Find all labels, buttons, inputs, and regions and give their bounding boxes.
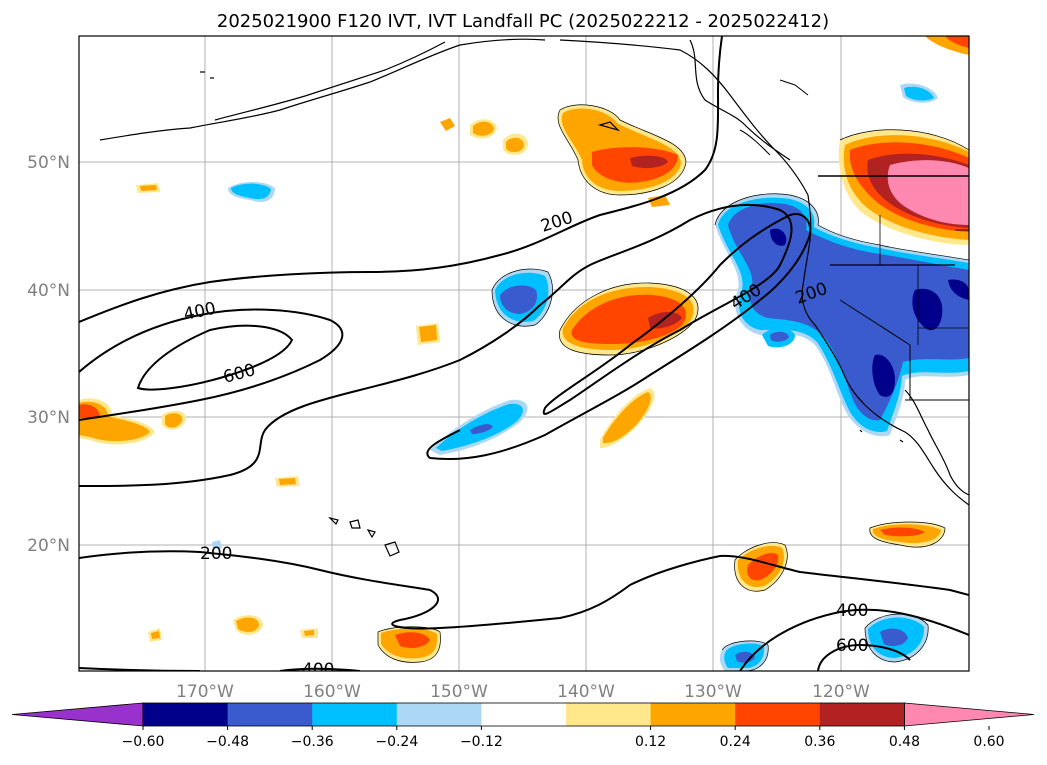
colorbar: −0.60 −0.48 −0.36 −0.24 −0.12 0.12 0.24 0.36 0.4… <box>11 702 1035 750</box>
lon-label-150w: 150°W <box>430 682 488 702</box>
pc-outlines <box>377 104 969 671</box>
negative-pc-regions <box>212 83 969 671</box>
colorbar-extend-min <box>11 702 144 727</box>
lat-label-40n: 40°N <box>27 281 70 301</box>
contour-label-400-southeast: 400 <box>836 601 868 621</box>
colorbar-tick-label: 0.12 <box>635 734 666 750</box>
figure-title: 2025021900 F120 IVT, IVT Landfall PC (20… <box>217 11 829 32</box>
colorbar-segment <box>566 703 652 726</box>
colorbar-tick-label: 0.24 <box>720 734 751 750</box>
colorbar-frame <box>142 702 905 727</box>
lat-label-30n: 30°N <box>27 408 70 428</box>
colorbar-tick-label: 0.48 <box>889 734 920 750</box>
colorbar-segment <box>735 703 821 726</box>
colorbar-tick-label: −0.60 <box>122 734 165 750</box>
ivt-contours <box>79 36 969 671</box>
longitude-labels: 170°W 160°W 150°W 140°W 130°W 120°W <box>176 682 870 702</box>
colorbar-segment <box>481 703 567 726</box>
colorbar-tick-label: 0.36 <box>804 734 835 750</box>
lon-label-120w: 120°W <box>812 682 870 702</box>
lat-label-20n: 20°N <box>27 536 70 556</box>
plot-frame <box>78 35 970 672</box>
colorbar-segment <box>143 703 229 726</box>
contour-label-200-south: 200 <box>200 544 232 564</box>
colorbar-segment <box>650 703 736 726</box>
colorbar-extend-max <box>904 702 1035 727</box>
colorbar-segment <box>396 703 482 726</box>
contour-label-400-bottom: 400 <box>302 660 334 680</box>
positive-pc-regions <box>79 36 969 663</box>
contour-label-600-southeast: 600 <box>836 636 868 656</box>
colorbar-segment <box>227 703 313 726</box>
lon-label-170w: 170°W <box>176 682 234 702</box>
lon-label-160w: 160°W <box>303 682 361 702</box>
colorbar-tick-label: 0.60 <box>973 734 1004 750</box>
colorbar-segment <box>312 703 398 726</box>
lat-label-50n: 50°N <box>27 153 70 173</box>
colorbar-tick-label: −0.48 <box>206 734 249 750</box>
colorbar-tick-label: −0.36 <box>291 734 334 750</box>
colorbar-segment <box>819 703 905 726</box>
lon-label-140w: 140°W <box>557 682 615 702</box>
lon-label-130w: 130°W <box>684 682 742 702</box>
colorbar-tick-label: −0.12 <box>460 734 503 750</box>
map-plot-area: 400 600 200 400 200 200 400 600 400 <box>79 36 969 680</box>
colorbar-tick-label: −0.24 <box>375 734 418 750</box>
latitude-labels: 50°N 40°N 30°N 20°N <box>27 153 70 556</box>
